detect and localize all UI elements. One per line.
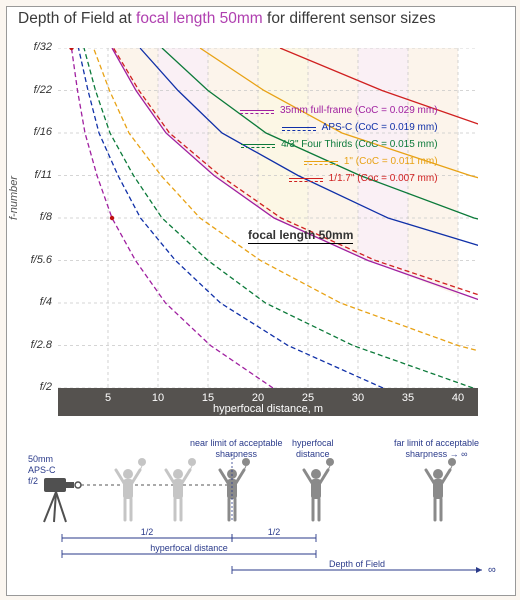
legend-swatch: [289, 178, 323, 179]
dof-diagram: 1/2 1/2 hyperfocal distance Depth of Field ∞…: [20, 444, 498, 588]
legend-row: APS-C (CoC = 0.019 mm): [240, 119, 438, 136]
diagram-annotation: far limit of acceptablesharpness → ∞: [394, 438, 479, 460]
x-axis-label: hyperfocal distance, m: [213, 403, 323, 415]
ytick: f/2.8: [18, 339, 52, 351]
page-title: Depth of Field at focal length 50mm for …: [18, 10, 436, 28]
ytick: f/22: [18, 84, 52, 96]
ytick: f/5.6: [18, 254, 52, 266]
ytick: f/4: [18, 296, 52, 308]
legend-row: 1" (CoC = 0.011 mm): [240, 153, 438, 170]
xtick: 5: [105, 392, 111, 404]
svg-text:1/2: 1/2: [268, 527, 281, 537]
xtick: 35: [402, 392, 414, 404]
legend: 35mm full-frame (CoC = 0.029 mm)APS-C (C…: [240, 102, 438, 187]
legend-swatch: [240, 110, 274, 111]
xtick: 40: [452, 392, 464, 404]
legend-label: 1" (CoC = 0.011 mm): [344, 153, 438, 170]
diagram-annotation: near limit of acceptablesharpness: [190, 438, 283, 460]
legend-row: 4/3" Four Thirds (CoC = 0.015 mm): [240, 136, 438, 153]
legend-label: 4/3" Four Thirds (CoC = 0.015 mm): [281, 136, 437, 153]
ytick: f/8: [18, 211, 52, 223]
svg-text:hyperfocal distance: hyperfocal distance: [150, 543, 228, 553]
title-suffix: for different sensor sizes: [263, 10, 436, 27]
dof-diagram-svg: 1/2 1/2 hyperfocal distance Depth of Field ∞: [20, 444, 498, 588]
ytick: f/32: [18, 41, 52, 53]
ytick: f/2: [18, 381, 52, 393]
legend-row: 1/1.7" (Coc = 0.007 mm): [240, 170, 438, 187]
legend-swatch: [282, 127, 316, 128]
legend-label: APS-C (CoC = 0.019 mm): [322, 119, 438, 136]
focal-length-label: focal length 50mm: [248, 228, 353, 244]
xtick: 30: [352, 392, 364, 404]
legend-label: 35mm full-frame (CoC = 0.029 mm): [280, 102, 438, 119]
diagram-annotation: 50mmAPS-Cf/2: [28, 454, 56, 487]
legend-label: 1/1.7" (Coc = 0.007 mm): [329, 170, 438, 187]
svg-text:∞: ∞: [488, 564, 496, 576]
xtick: 10: [152, 392, 164, 404]
legend-swatch: [241, 144, 275, 145]
ytick: f/16: [18, 126, 52, 138]
svg-text:Depth of Field: Depth of Field: [329, 559, 385, 569]
svg-text:1/2: 1/2: [141, 527, 154, 537]
title-prefix: Depth of Field at: [18, 10, 136, 27]
legend-swatch: [304, 161, 338, 162]
diagram-annotation: hyperfocaldistance: [292, 438, 334, 460]
ytick: f/11: [18, 169, 52, 181]
title-accent: focal length 50mm: [136, 10, 263, 27]
legend-row: 35mm full-frame (CoC = 0.029 mm): [240, 102, 438, 119]
